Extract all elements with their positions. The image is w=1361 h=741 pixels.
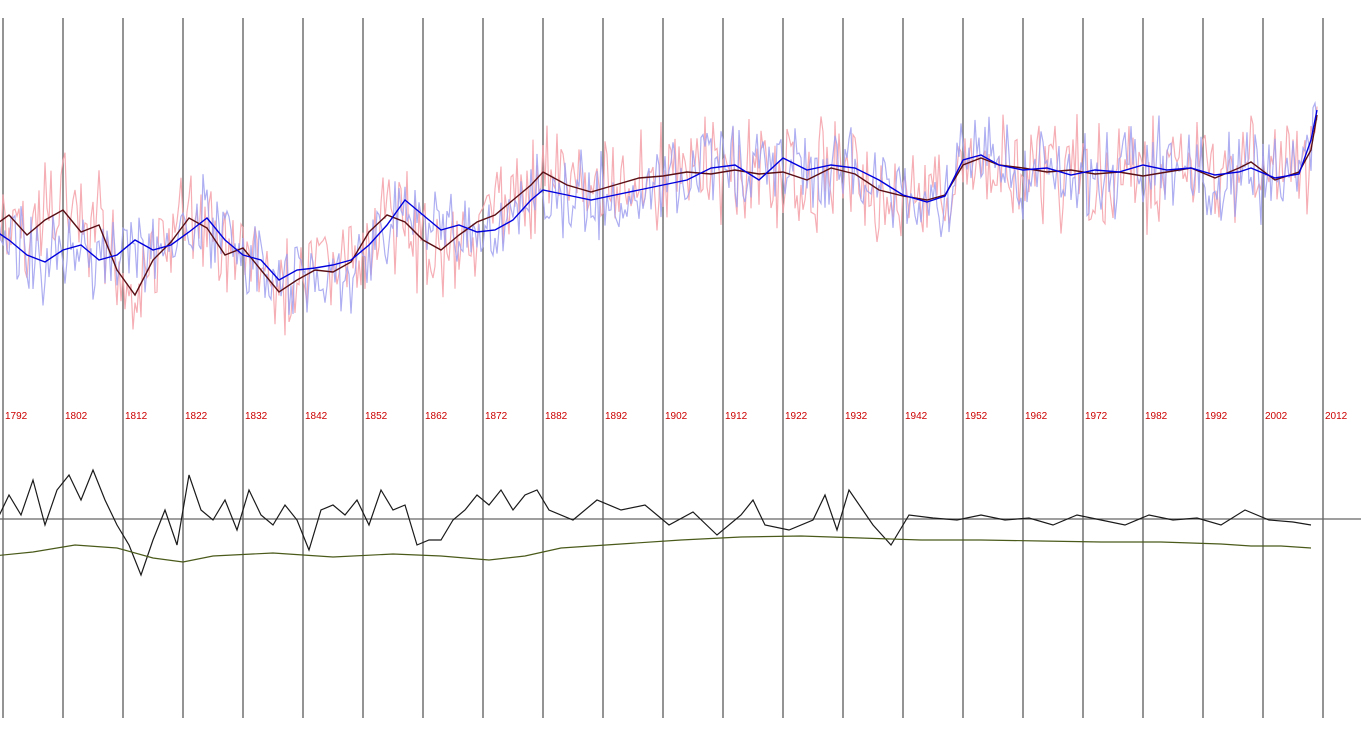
difference-line — [0, 468, 1312, 577]
tick-label-1912: 1912 — [725, 411, 748, 422]
trend-line — [0, 535, 1312, 563]
tick-label-1812: 1812 — [125, 411, 148, 422]
tick-label-1822: 1822 — [185, 411, 208, 422]
blue-raw-trace — [0, 100, 1318, 315]
tick-label-1992: 1992 — [1205, 411, 1228, 422]
tick-label-1932: 1932 — [845, 411, 868, 422]
tick-label-2002: 2002 — [1265, 411, 1288, 422]
tick-label-1832: 1832 — [245, 411, 268, 422]
tick-label-1792: 1792 — [5, 411, 28, 422]
tick-label-1952: 1952 — [965, 411, 988, 422]
vertical-grid — [2, 18, 1324, 718]
tick-label-1852: 1852 — [365, 411, 388, 422]
raw-series-layer — [0, 100, 1318, 336]
blue-smooth-line — [0, 109, 1318, 281]
tick-label-1802: 1802 — [65, 411, 88, 422]
tick-label-1982: 1982 — [1145, 411, 1168, 422]
tick-label-1902: 1902 — [665, 411, 688, 422]
tick-label-1872: 1872 — [485, 411, 508, 422]
lower-panel — [0, 468, 1361, 577]
tick-label-1962: 1962 — [1025, 411, 1048, 422]
year-tick-labels: 1792 1802 1812 1822 1832 1842 1852 1862 1872 1882… — [5, 411, 1348, 422]
tick-label-2012: 2012 — [1325, 411, 1348, 422]
tick-label-1972: 1972 — [1085, 411, 1108, 422]
tick-label-1922: 1922 — [785, 411, 808, 422]
tick-label-1892: 1892 — [605, 411, 628, 422]
tick-label-1942: 1942 — [905, 411, 928, 422]
tick-label-1882: 1882 — [545, 411, 568, 422]
tick-label-1842: 1842 — [305, 411, 328, 422]
red-smooth-line — [0, 114, 1318, 297]
smoothed-series-layer — [0, 109, 1318, 297]
tick-label-1862: 1862 — [425, 411, 448, 422]
